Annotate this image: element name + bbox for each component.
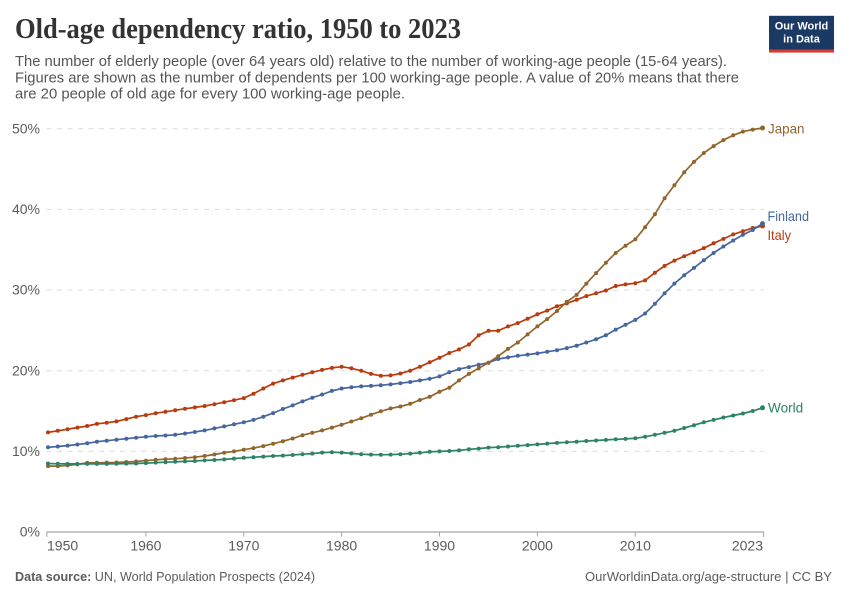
svg-text:50%: 50%: [12, 120, 40, 136]
svg-text:Our World: Our World: [775, 20, 829, 32]
svg-text:are 20 people of old age for e: are 20 people of old age for every 100 w…: [15, 87, 405, 103]
svg-text:1980: 1980: [326, 538, 357, 554]
svg-text:World: World: [768, 400, 803, 415]
svg-text:20%: 20%: [12, 362, 40, 378]
svg-text:2000: 2000: [522, 538, 553, 554]
svg-text:Finland: Finland: [768, 209, 810, 224]
svg-text:0%: 0%: [20, 524, 40, 540]
svg-text:1950: 1950: [47, 538, 78, 554]
svg-text:1960: 1960: [130, 538, 161, 554]
svg-text:40%: 40%: [12, 201, 40, 217]
svg-text:Figures are shown as the numbe: Figures are shown as the number of depen…: [15, 70, 739, 86]
svg-text:10%: 10%: [12, 443, 40, 459]
svg-text:2010: 2010: [620, 538, 651, 554]
svg-text:1970: 1970: [228, 538, 259, 554]
svg-text:Old-age dependency ratio, 1950: Old-age dependency ratio, 1950 to 2023: [15, 14, 461, 45]
svg-text:1990: 1990: [424, 538, 455, 554]
svg-text:OurWorldinData.org/age-structu: OurWorldinData.org/age-structure | CC BY: [585, 570, 833, 584]
svg-text:Data source: UN, World Populat: Data source: UN, World Population Prospe…: [15, 570, 315, 584]
svg-text:Italy: Italy: [768, 228, 792, 243]
svg-text:30%: 30%: [12, 282, 40, 298]
svg-text:2023: 2023: [732, 538, 763, 554]
svg-text:Japan: Japan: [768, 122, 805, 137]
svg-text:The number of elderly people (: The number of elderly people (over 64 ye…: [15, 54, 727, 70]
svg-text:in Data: in Data: [783, 33, 821, 45]
